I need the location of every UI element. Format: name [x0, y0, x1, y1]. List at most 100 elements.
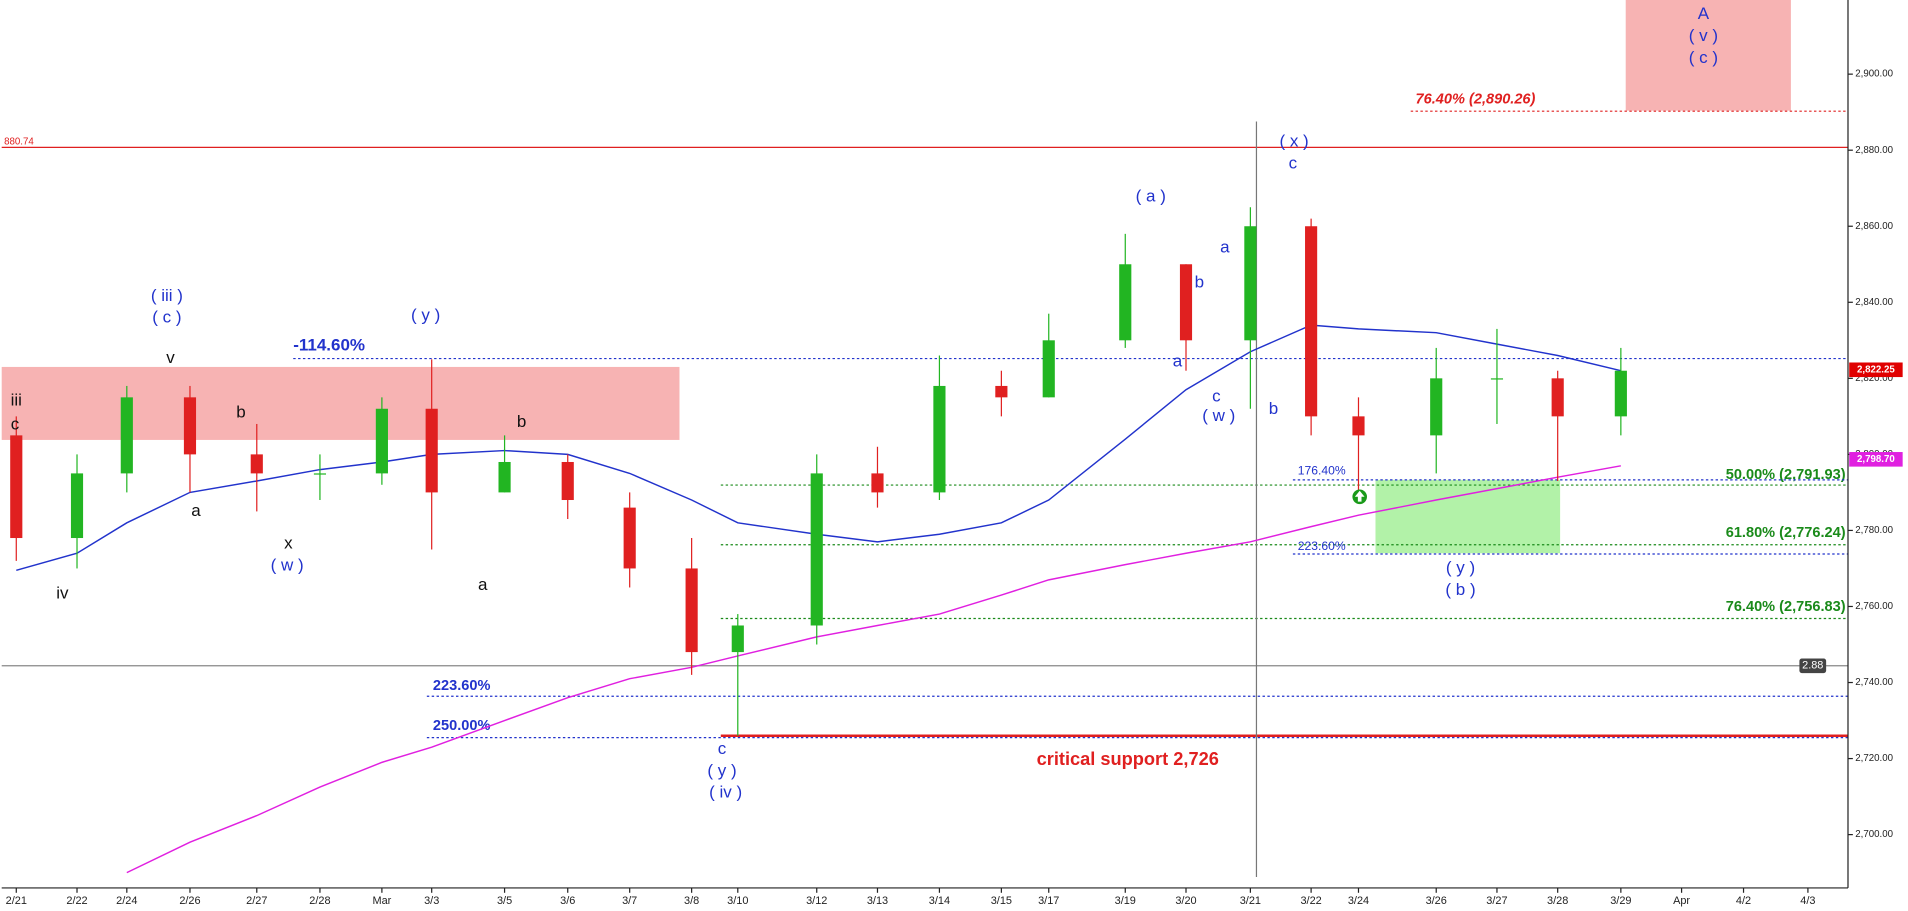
level-label: 880.74	[4, 137, 34, 148]
level-label: 223.60%	[1298, 539, 1346, 553]
moving-average	[126, 465, 1621, 874]
level-label: 61.80% (2,776.24)	[1726, 525, 1846, 541]
price-tag	[1849, 362, 1903, 378]
wave-label: b	[236, 402, 245, 421]
candle-body	[1551, 378, 1564, 417]
x-tick-label: 3/12	[806, 895, 827, 907]
x-tick-label: 3/22	[1300, 895, 1321, 907]
wave-label: iv	[56, 583, 69, 602]
wave-label: c	[1289, 153, 1298, 172]
x-tick-label: 3/7	[622, 895, 637, 907]
levels: 880.74 76.40% (2,890.26) -114.60% 223.60% 25…	[1, 91, 1848, 769]
signal-icon	[1352, 489, 1367, 505]
level-label: 76.40% (2,756.83)	[1726, 599, 1846, 615]
x-tick-label: 3/19	[1115, 895, 1136, 907]
candle-body	[1119, 264, 1132, 341]
candle-body	[183, 397, 197, 455]
x-tick-label: 3/20	[1175, 895, 1196, 907]
candle-body	[1305, 226, 1318, 417]
y-tick-label: 2,700.00	[1855, 829, 1893, 840]
wave-label: a	[1220, 237, 1230, 256]
wave-label: ( y )	[707, 761, 736, 780]
level-tag	[1799, 658, 1827, 674]
y-tick-label: 2,900.00	[1855, 69, 1893, 80]
x-tick-label: 3/3	[424, 895, 439, 907]
wave-label: iii	[11, 390, 22, 409]
wave-label: c	[11, 415, 20, 434]
x-tick-label: 3/24	[1348, 895, 1369, 907]
level-label: 223.60%	[433, 678, 491, 694]
x-tick-label: Apr	[1673, 895, 1690, 907]
x-tick-label: 2/26	[179, 895, 200, 907]
candle-body	[623, 507, 636, 569]
zone	[1625, 0, 1791, 111]
zone	[1375, 479, 1561, 554]
x-tick-label: 3/13	[867, 895, 888, 907]
wave-label: a	[1173, 351, 1183, 370]
wave-label: b	[517, 412, 526, 431]
x-tick-label: 2/24	[116, 895, 137, 907]
level-label: 176.40%	[1298, 463, 1346, 477]
level-label: 76.40% (2,890.26)	[1416, 91, 1536, 107]
price-tag	[1849, 452, 1903, 467]
x-tick-label: 2/28	[309, 895, 330, 907]
x-tick-label: 2/27	[246, 895, 267, 907]
candle-body	[1042, 340, 1055, 398]
wave-label: a	[191, 501, 201, 520]
y-tick-label: 2,780.00	[1855, 525, 1893, 536]
level-tag-label: 2.88	[1802, 660, 1823, 672]
x-tick-label: 3/28	[1547, 895, 1568, 907]
y-tick-label: 2,760.00	[1855, 601, 1893, 612]
y-tick-label: 2,740.00	[1855, 677, 1893, 688]
candle-body	[70, 473, 84, 539]
x-tick-label: 3/5	[497, 895, 512, 907]
y-tick-label: 2,860.00	[1855, 221, 1893, 232]
wave-label: b	[1195, 273, 1204, 292]
candle-body	[995, 385, 1008, 398]
candle-body	[498, 461, 511, 493]
candle-body	[10, 435, 23, 539]
candle-body	[871, 473, 884, 493]
candle-body	[1490, 378, 1504, 380]
price-tag-label: 2,798.70	[1857, 454, 1895, 465]
candle-body	[375, 408, 388, 474]
x-tick-label: 3/15	[991, 895, 1012, 907]
wave-label: c	[1212, 387, 1221, 406]
x-tick-label: 3/21	[1240, 895, 1261, 907]
candle-body	[1614, 370, 1627, 417]
price-tag-label: 2,822.25	[1857, 364, 1895, 375]
x-tick-label: 3/29	[1610, 895, 1631, 907]
candle-body	[810, 473, 823, 626]
y-tick-label: 2,820.00	[1855, 373, 1893, 384]
x-tick-label: 3/27	[1486, 895, 1507, 907]
level-label: -114.60%	[293, 336, 365, 355]
x-tick-label: 4/2	[1736, 895, 1751, 907]
wave-label: x	[284, 534, 293, 553]
candle-body	[1430, 378, 1443, 436]
level-label: critical support 2,726	[1037, 749, 1219, 769]
candle-body	[561, 461, 574, 501]
candle-body	[1244, 226, 1257, 341]
x-tick-label: 3/26	[1426, 895, 1447, 907]
candle-body	[250, 454, 263, 474]
candle-body	[933, 385, 946, 493]
x-tick-label: 4/3	[1800, 895, 1815, 907]
axis-labels: 2,700.00 2,720.00 2,740.00 2,760.00 2,780.00…	[6, 69, 1903, 907]
wave-label: A	[1698, 4, 1710, 23]
candle-body	[1352, 416, 1365, 436]
candle-body	[731, 625, 744, 653]
x-tick-label: 3/14	[929, 895, 950, 907]
wave-label: ( y )	[411, 305, 440, 324]
wave-label: ( w )	[271, 556, 304, 575]
x-tick-label: 2/22	[66, 895, 87, 907]
candle-body	[313, 473, 327, 475]
candle-body	[1179, 264, 1193, 341]
wave-label: ( x )	[1279, 132, 1308, 151]
x-tick-label: Mar	[372, 895, 391, 907]
candle-body	[685, 568, 698, 653]
x-tick-label: 3/6	[560, 895, 575, 907]
wave-label: ( c )	[1689, 48, 1718, 67]
zone	[1, 366, 680, 440]
